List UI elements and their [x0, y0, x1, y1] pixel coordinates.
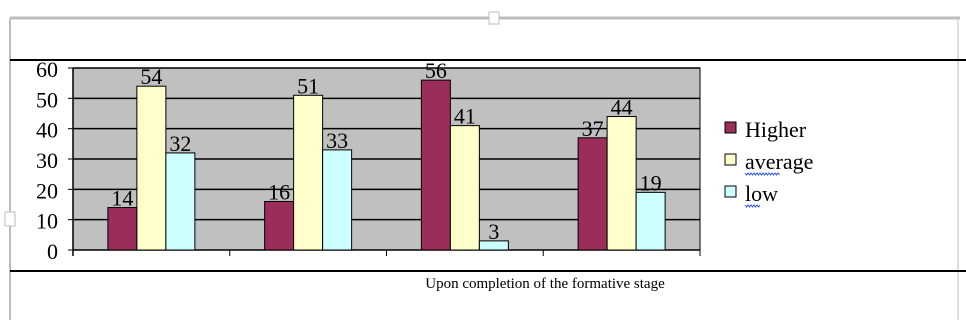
data-label: 33 [326, 128, 348, 153]
y-tick-label: 0 [47, 239, 58, 264]
y-tick-label: 20 [36, 178, 58, 203]
data-label: 56 [425, 58, 447, 83]
bar-low [635, 191, 666, 251]
data-label: 19 [640, 170, 662, 195]
legend: Higher average low [724, 117, 813, 208]
bar-higher [577, 137, 608, 251]
bar-average [449, 125, 480, 251]
data-label: 16 [268, 179, 290, 204]
y-tick-label: 60 [36, 57, 58, 82]
data-label: 41 [454, 104, 476, 129]
bar-higher [264, 200, 295, 251]
y-axis: 0 10 20 30 40 50 60 [36, 57, 701, 264]
bar-higher [420, 79, 451, 251]
bar-average [606, 116, 637, 251]
y-tick-label: 50 [36, 87, 58, 112]
resize-handle-left[interactable] [4, 211, 16, 227]
data-label: 54 [140, 64, 162, 89]
bar-higher [107, 207, 138, 251]
legend-label-average: average [745, 149, 813, 174]
data-labels: 14 54 32 16 51 33 56 41 3 37 44 19 [111, 58, 661, 244]
legend-swatch-higher [724, 121, 737, 134]
y-tick-label: 40 [36, 118, 58, 143]
data-label: 37 [582, 116, 604, 141]
bar-low [478, 240, 509, 251]
data-label: 14 [111, 186, 133, 211]
legend-label-low: low [745, 181, 778, 206]
data-label: 44 [611, 95, 633, 120]
y-tick-label: 30 [36, 148, 58, 173]
legend-label-higher: Higher [745, 117, 807, 142]
bar-average [293, 94, 324, 251]
legend-swatch-low [724, 185, 737, 198]
y-tick-label: 10 [36, 209, 58, 234]
page-frame [9, 16, 960, 320]
spellcheck-underline [744, 172, 780, 176]
data-label: 3 [488, 219, 499, 244]
bar-low [322, 149, 353, 251]
data-label: 32 [169, 131, 191, 156]
bar-low [165, 152, 196, 251]
bar-average [136, 85, 167, 251]
bars [107, 79, 666, 251]
x-axis-title: Upon completion of the formative stage [425, 276, 665, 292]
resize-handle-top[interactable] [488, 11, 500, 25]
legend-swatch-average [724, 153, 737, 166]
spellcheck-underline [744, 204, 761, 208]
data-label: 51 [297, 73, 319, 98]
